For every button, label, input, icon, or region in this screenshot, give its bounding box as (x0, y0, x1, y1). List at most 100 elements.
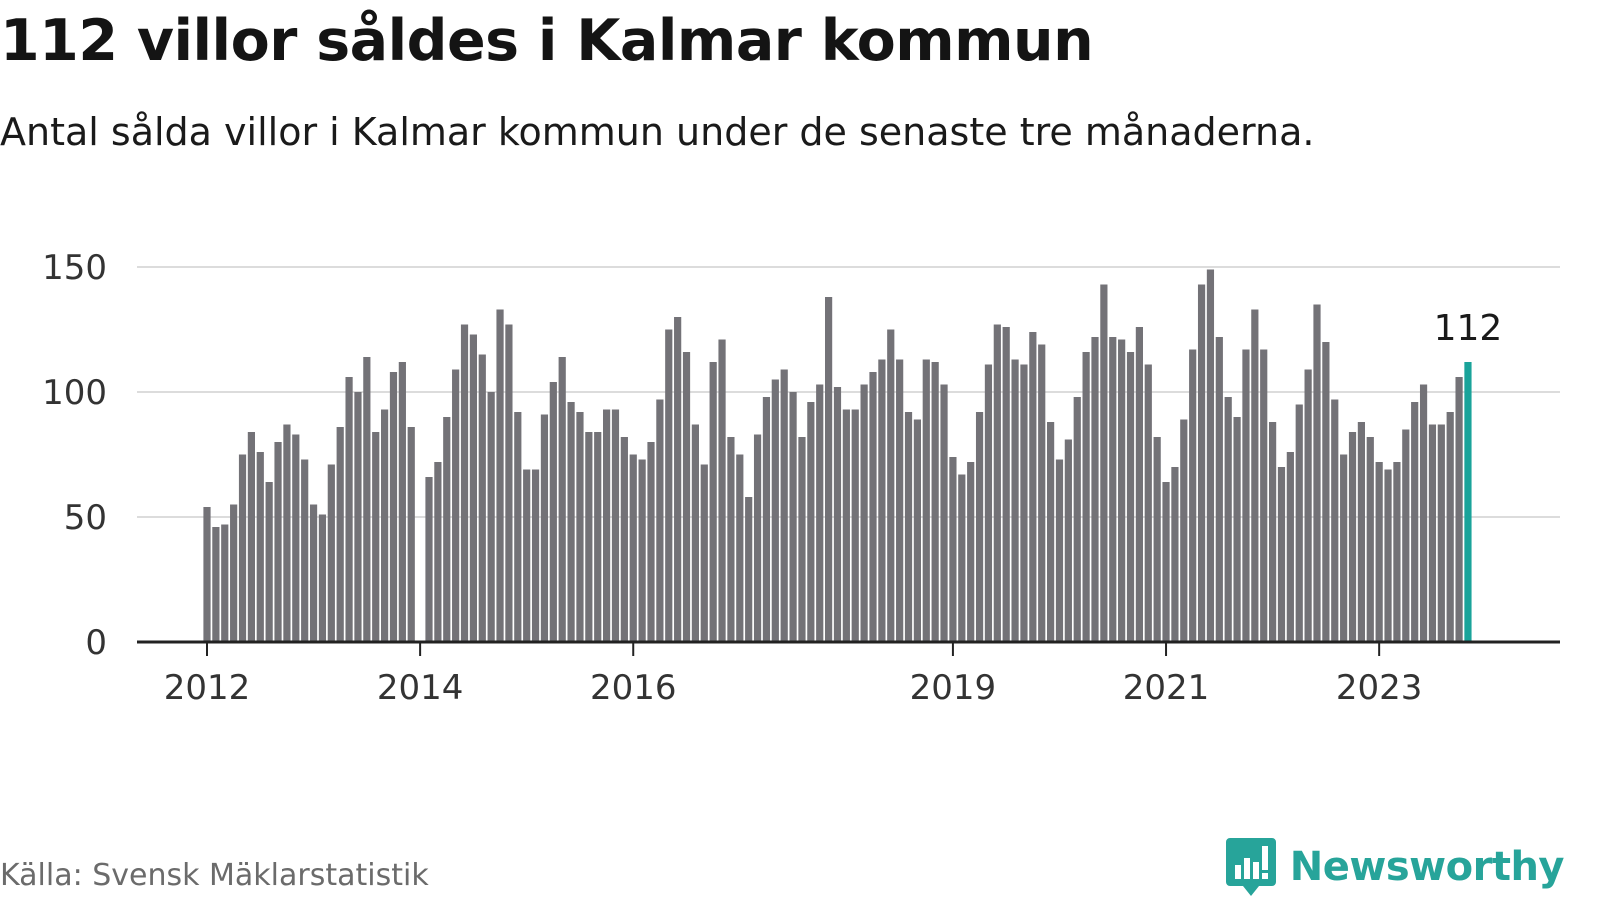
bar-5 (247, 432, 255, 642)
bar-93 (1029, 332, 1037, 642)
newsworthy-logo-icon (1225, 838, 1276, 896)
bar-113 (1206, 269, 1215, 642)
bar-142 (1464, 362, 1472, 642)
bar-20 (381, 409, 389, 642)
x-tick-label-2023: 2023 (1336, 668, 1423, 708)
bar-115 (1224, 397, 1232, 642)
bar-28 (452, 369, 460, 642)
bar-11 (301, 459, 309, 642)
bar-7 (265, 482, 273, 642)
bar-60 (736, 454, 744, 642)
bar-119 (1260, 349, 1268, 642)
bar-40 (558, 357, 566, 642)
bar-2 (221, 524, 229, 642)
bar-116 (1233, 417, 1241, 642)
bar-107 (1153, 437, 1161, 642)
bar-34 (505, 324, 513, 642)
bar-32 (487, 392, 495, 642)
bar-63 (762, 397, 771, 642)
x-tick-label-2014: 2014 (377, 668, 464, 708)
bar-130 (1357, 422, 1365, 642)
bar-100 (1091, 337, 1099, 642)
bar-95 (1047, 422, 1055, 642)
bar-87 (975, 412, 984, 642)
bar-79 (904, 412, 913, 642)
bar-118 (1251, 309, 1259, 642)
bar-66 (789, 392, 797, 642)
bar-125 (1313, 304, 1321, 642)
bar-134 (1393, 462, 1401, 642)
bar-84 (949, 457, 957, 642)
bar-33 (496, 309, 504, 642)
bar-13 (318, 514, 327, 642)
bar-120 (1269, 422, 1277, 642)
bar-88 (984, 364, 993, 642)
bar-64 (771, 379, 779, 642)
bar-129 (1348, 432, 1357, 642)
bar-81 (922, 359, 930, 642)
bar-44 (594, 432, 602, 642)
bar-9 (283, 424, 291, 642)
bar-45 (603, 409, 611, 642)
bar-30 (469, 334, 477, 642)
bar-131 (1366, 437, 1374, 642)
bar-59 (727, 437, 735, 642)
bar-27 (443, 417, 451, 642)
x-tick-label-2019: 2019 (910, 668, 997, 708)
bar-41 (567, 402, 575, 642)
bar-90 (1002, 327, 1010, 642)
bar-37 (531, 469, 540, 642)
bar-31 (478, 354, 486, 642)
bar-133 (1384, 469, 1392, 642)
bar-19 (372, 432, 380, 642)
bar-74 (860, 384, 868, 642)
x-tick-label-2021: 2021 (1123, 668, 1210, 708)
y-tick-label-50: 50 (64, 498, 107, 538)
bar-16 (345, 377, 353, 642)
bar-124 (1304, 369, 1312, 642)
bar-132 (1375, 462, 1383, 642)
x-tick-label-2012: 2012 (164, 668, 251, 708)
bar-56 (700, 464, 708, 642)
bar-23 (407, 427, 415, 642)
bar-3 (230, 504, 238, 642)
bar-73 (851, 409, 859, 642)
bar-101 (1100, 284, 1108, 642)
bar-22 (398, 362, 406, 642)
bar-122 (1286, 452, 1294, 642)
bar-6 (256, 452, 264, 642)
bar-8 (274, 442, 282, 642)
brand-logo: Newsworthy (1225, 838, 1565, 896)
chart-subtitle: Antal sålda villor i Kalmar kommun under… (0, 110, 1315, 154)
bar-114 (1215, 337, 1223, 642)
bar-70 (825, 297, 833, 642)
bar-1 (212, 527, 220, 642)
bar-15 (336, 427, 344, 642)
y-tick-label-150: 150 (42, 248, 107, 288)
bar-85 (958, 474, 966, 642)
bar-76 (878, 359, 886, 642)
bar-12 (309, 504, 318, 642)
bar-71 (833, 387, 842, 642)
bar-0 (203, 507, 211, 642)
bar-99 (1082, 352, 1090, 642)
bar-80 (913, 419, 921, 642)
bar-139 (1437, 424, 1445, 642)
bar-138 (1428, 424, 1437, 642)
bar-123 (1295, 404, 1303, 642)
bar-91 (1011, 359, 1019, 642)
bar-141 (1455, 377, 1463, 642)
bar-111 (1189, 349, 1197, 642)
bar-103 (1118, 339, 1126, 642)
bar-48 (629, 454, 637, 642)
bar-43 (585, 432, 593, 642)
bar-127 (1331, 399, 1339, 642)
bar-136 (1411, 402, 1419, 642)
bar-105 (1135, 327, 1143, 642)
bar-55 (691, 424, 699, 642)
bar-121 (1277, 467, 1286, 642)
bar-104 (1126, 352, 1135, 642)
bar-77 (887, 329, 895, 642)
bar-35 (514, 412, 522, 642)
bar-14 (327, 464, 335, 642)
